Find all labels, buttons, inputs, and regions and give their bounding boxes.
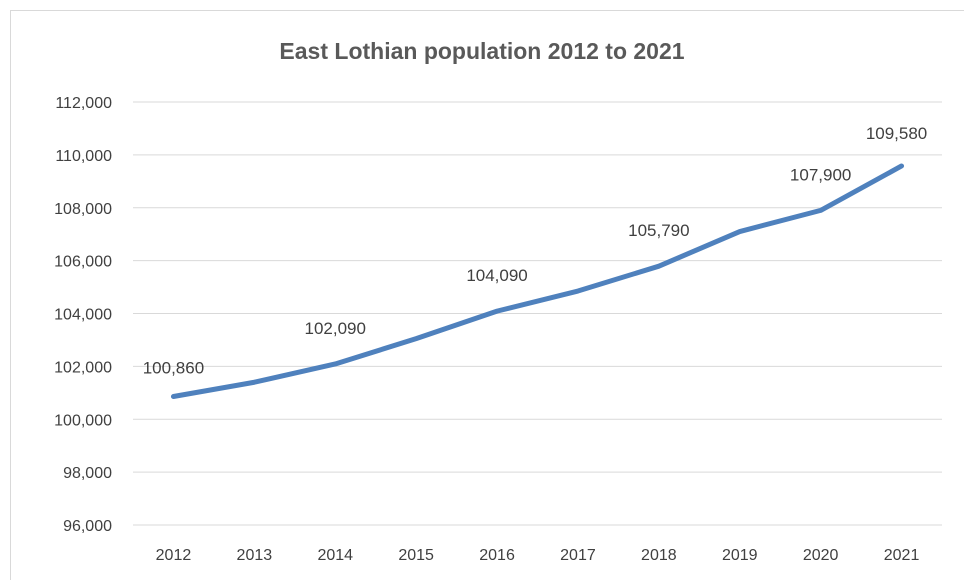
- x-tick-label: 2012: [156, 547, 192, 564]
- data-label: 100,860: [143, 359, 204, 378]
- chart-title: East Lothian population 2012 to 2021: [279, 38, 685, 64]
- y-tick-label: 104,000: [54, 307, 112, 324]
- gridlines: [133, 101, 942, 526]
- data-label: 105,790: [628, 221, 689, 240]
- y-tick-label: 96,000: [63, 518, 112, 535]
- y-tick-label: 98,000: [63, 465, 112, 482]
- series-layer: [170, 163, 905, 400]
- x-tick-label: 2017: [560, 547, 596, 564]
- x-tick-label: 2018: [641, 547, 677, 564]
- x-tick-label: 2020: [803, 547, 839, 564]
- y-tick-label: 108,000: [54, 201, 112, 218]
- x-tick-label: 2014: [317, 547, 353, 564]
- x-tick-label: 2021: [884, 547, 920, 564]
- data-label: 107,900: [790, 165, 851, 184]
- y-tick-label: 106,000: [54, 254, 112, 271]
- series-line: [170, 163, 905, 400]
- chart-area: [10, 10, 964, 580]
- x-tick-label: 2016: [479, 547, 515, 564]
- y-tick-label: 102,000: [54, 359, 112, 376]
- data-label: 102,090: [305, 319, 366, 338]
- x-axis: 2012 2013 2014 2015 2016 2017 2018 2019 2020 2021: [156, 547, 920, 564]
- x-tick-label: 2015: [398, 547, 434, 564]
- data-labels: 100,860 102,090 104,090 105,790 107,900 109,5…: [143, 124, 928, 378]
- x-tick-label: 2019: [722, 547, 758, 564]
- y-axis: 96,000 98,000 100,000 102,000 104,000 106,000…: [54, 95, 112, 535]
- y-tick-label: 110,000: [55, 148, 112, 165]
- x-tick-label: 2013: [237, 547, 273, 564]
- y-tick-label: 100,000: [54, 412, 112, 429]
- y-tick-label: 112,000: [55, 95, 112, 112]
- data-label: 109,580: [866, 124, 927, 143]
- data-label: 104,090: [466, 266, 527, 285]
